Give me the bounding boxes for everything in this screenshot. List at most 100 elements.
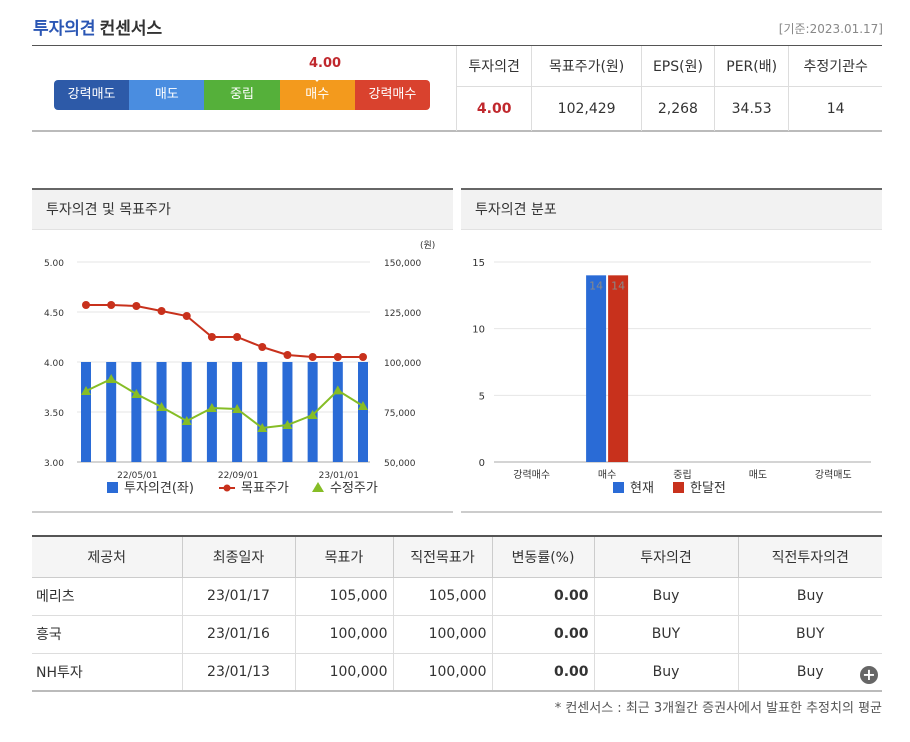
target-price-point (333, 353, 342, 361)
page-header: 투자의견 컨센서스 [기준:2023.01.17] (33, 14, 883, 42)
cell-opinion: BUY (593, 615, 738, 654)
adjusted-price-point (106, 374, 117, 383)
adjusted-price-line (85, 377, 364, 430)
consensus-summary: 4.00 강력매도 매도 중립 매수 강력매수 투자의견 목표주가(원) EPS… (32, 45, 882, 132)
adjusted-price-point (358, 401, 368, 410)
cell-last-date: 23/01/13 (181, 653, 295, 692)
target-price-point (233, 333, 242, 341)
legend-target-dot (223, 484, 231, 492)
summary-eps: 2,268 (640, 86, 715, 131)
cell-change: 0.00 (491, 653, 594, 692)
target-price-point (82, 301, 90, 309)
y-right-tick-label: 50,000 (384, 459, 416, 469)
more-plus-icon[interactable]: + (860, 666, 878, 684)
scale-strong-sell: 강력매도 (54, 80, 130, 110)
x-tick-label: 중립 (673, 468, 691, 481)
legend-target: 목표주가 (241, 481, 289, 496)
cell-prev-target: 100,000 (392, 653, 492, 692)
cell-opinion: Buy (593, 653, 738, 692)
col-opinion: 투자의견 (593, 535, 738, 578)
summary-header-target: 목표주가(원) (531, 46, 642, 87)
y-left-tick-label: 4.50 (44, 309, 64, 319)
panel-title-distribution: 투자의견 분포 (461, 190, 882, 230)
broker-table: 제공처 최종일자 목표가 직전목표가 변동률(%) 투자의견 직전투자의견 메리… (32, 535, 882, 692)
opinion-bar (156, 362, 167, 462)
cell-target: 100,000 (294, 615, 393, 654)
summary-table: 투자의견 목표주가(원) EPS(원) PER(배) 추정기관수 4.00 10… (455, 46, 882, 131)
scale-sell: 매도 (129, 80, 205, 110)
adjusted-price-point (181, 416, 192, 425)
title-accent: 투자의견 (33, 19, 96, 39)
legend-current-swatch (613, 482, 624, 493)
y-right-tick-label: 125,000 (384, 309, 421, 319)
x-tick-label: 매도 (749, 469, 767, 481)
opinion-bar (282, 362, 293, 462)
x-tick-label: 22/09/01 (218, 471, 258, 481)
opinion-bar (181, 362, 192, 462)
target-price-point (107, 301, 116, 309)
adjusted-price-point (131, 389, 142, 398)
adjusted-price-point (332, 385, 343, 395)
col-target: 목표가 (294, 535, 393, 578)
summary-count: 14 (788, 86, 882, 131)
legend-prev-swatch (673, 482, 684, 493)
cell-provider: NH투자 (32, 653, 182, 692)
cell-change: 0.00 (491, 615, 594, 654)
target-price-line (86, 304, 363, 358)
scale-pointer-icon (311, 75, 323, 82)
y-right-tick-label: 100,000 (384, 359, 421, 369)
col-prev-opinion: 직전투자의견 (737, 535, 882, 578)
cell-prev-target: 100,000 (392, 615, 492, 654)
y-tick-label: 5 (479, 391, 485, 402)
adjusted-price-point (232, 404, 243, 413)
summary-per: 34.53 (713, 86, 789, 131)
current-bar (586, 275, 607, 462)
x-tick-label: 강력매수 (513, 469, 550, 481)
opinion-target-chart: 3.00 3.50 4.00 4.50 5.00 50,000 75,000 100,000 1… (44, 240, 435, 496)
cell-target: 100,000 (294, 653, 393, 692)
adjusted-price-point (206, 403, 217, 412)
panel-title-opinion-target: 투자의견 및 목표주가 (32, 190, 453, 230)
target-price-point (308, 353, 317, 361)
table-row: NH투자 23/01/13 100,000 100,000 0.00 Buy Buy (32, 653, 882, 692)
y-right-tick-label: 150,000 (384, 259, 421, 269)
scale-pointer-value: 4.00 (309, 56, 342, 71)
opinion-bar (332, 362, 343, 462)
target-price-point (207, 333, 216, 341)
y-left-tick-label: 5.00 (44, 259, 64, 269)
scale-buy: 매수 (279, 80, 355, 110)
y-tick-label: 10 (472, 325, 485, 336)
cell-prev-target: 105,000 (392, 577, 492, 616)
legend-current: 현재 (630, 481, 654, 496)
opinion-bar (257, 362, 268, 462)
target-price-point (132, 302, 141, 310)
footnote: * 컨센서스 : 최근 3개월간 증권사에서 발표한 추정치의 평균 (554, 701, 882, 716)
summary-header-opinion: 투자의견 (455, 46, 532, 87)
legend-prev: 한달전 (690, 481, 726, 496)
col-prev-target: 직전목표가 (392, 535, 492, 578)
x-tick-label: 강력매도 (815, 469, 852, 481)
cell-target: 105,000 (294, 577, 393, 616)
summary-header-eps: EPS(원) (640, 46, 715, 87)
summary-header-per: PER(배) (713, 46, 789, 87)
scale-neutral: 중립 (204, 80, 280, 110)
cell-last-date: 23/01/17 (181, 577, 295, 616)
opinion-bar (81, 362, 91, 462)
table-row: 흥국 23/01/16 100,000 100,000 0.00 BUY BUY (32, 615, 882, 654)
cell-prev-opinion: BUY (737, 615, 882, 654)
x-tick-label: 22/05/01 (117, 471, 157, 481)
x-tick-label: 매수 (598, 469, 616, 481)
summary-header-count: 추정기관수 (788, 46, 882, 87)
base-date: [기준:2023.01.17] (778, 22, 883, 36)
y-right-unit: (원) (420, 240, 435, 251)
summary-opinion: 4.00 (455, 86, 532, 131)
adjusted-price-point (81, 386, 91, 395)
summary-target: 102,429 (531, 86, 642, 131)
table-row: 메리츠 23/01/17 105,000 105,000 0.00 Buy Buy (32, 577, 882, 616)
col-last-date: 최종일자 (181, 535, 295, 578)
cell-opinion: Buy (593, 577, 738, 616)
prev-bar-label: 14 (611, 279, 625, 292)
cell-provider: 메리츠 (32, 577, 182, 616)
x-tick-label: 23/01/01 (319, 471, 359, 481)
